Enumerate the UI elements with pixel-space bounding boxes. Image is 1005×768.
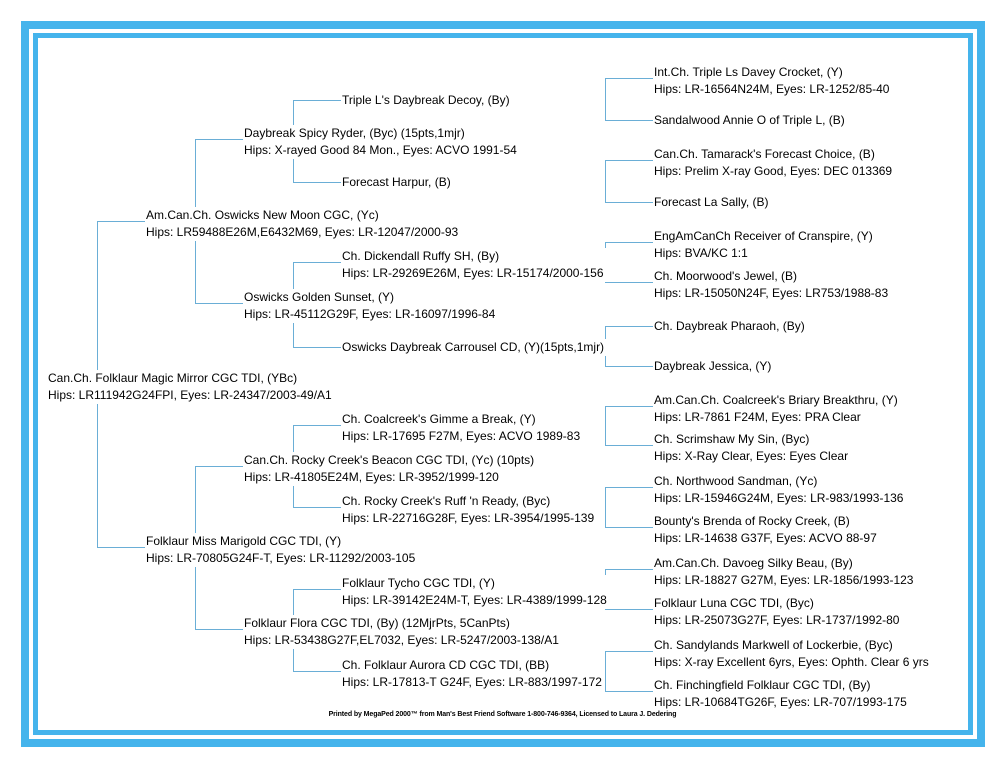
ancestor-entry: Folklaur Luna CGC TDI, (Byc) Hips: LR-250… [654,595,902,629]
dog-name: Folklaur Flora CGC TDI, (By) (12MjrPts, … [244,615,561,632]
dog-health-info: Hips: LR-25073G27F, Eyes: LR-1737/1992-8… [654,612,902,629]
ancestor-entry: Forecast La Sally, (B) [654,194,771,211]
ancestor-entry: Bounty's Brenda of Rocky Creek, (B) Hips:… [654,513,879,547]
subject-dog: Can.Ch. Folklaur Magic Mirror CGC TDI, (… [48,370,334,404]
dog-name: Ch. Scrimshaw My Sin, (Byc) [654,431,851,448]
outer-border [21,21,985,747]
inner-border [33,33,973,735]
ancestor-entry: Forecast Harpur, (B) [342,174,453,191]
ancestor-entry: Am.Can.Ch. Oswicks New Moon CGC, (Yc) Hip… [146,207,461,241]
dog-name: Folklaur Luna CGC TDI, (Byc) [654,595,902,612]
dog-health-info: Hips: LR-16564N24M, Eyes: LR-1252/85-40 [654,81,892,98]
dog-health-info: Hips: LR-22716G28F, Eyes: LR-3954/1995-1… [342,510,597,527]
footer-credit: Printed by MegaPed 2000™ from Man's Best… [328,711,677,718]
dog-health-info: Hips: X-Ray Clear, Eyes: Eyes Clear [654,448,851,465]
dog-name: EngAmCanCh Receiver of Cranspire, (Y) [654,228,875,245]
dog-health-info: Hips: LR-15050N24F, Eyes: LR753/1988-83 [654,285,891,302]
dog-health-info: Hips: LR59488E26M,E6432M69, Eyes: LR-120… [146,224,461,241]
ancestor-entry: Ch. Rocky Creek's Ruff 'n Ready, (Byc) Hi… [342,493,597,527]
dog-name: Ch. Daybreak Pharaoh, (By) [654,318,807,335]
dog-name: Ch. Coalcreek's Gimme a Break, (Y) [342,411,583,428]
dog-health-info: Hips: LR-39142E24M-T, Eyes: LR-4389/1999… [342,592,609,609]
dog-health-info: Hips: X-rayed Good 84 Mon., Eyes: ACVO 1… [244,142,519,159]
ancestor-entry: Triple L's Daybreak Decoy, (By) [342,92,512,109]
dog-name: Am.Can.Ch. Oswicks New Moon CGC, (Yc) [146,207,461,224]
dog-name: Oswicks Golden Sunset, (Y) [244,289,498,306]
dog-name: Int.Ch. Triple Ls Davey Crocket, (Y) [654,64,892,81]
dog-name: Ch. Folklaur Aurora CD CGC TDI, (BB) [342,657,604,674]
dog-health-info: Hips: X-ray Excellent 6yrs, Eyes: Ophth.… [654,654,931,671]
dog-name: Bounty's Brenda of Rocky Creek, (B) [654,513,879,530]
dog-health-info: Hips: Prelim X-ray Good, Eyes: DEC 01336… [654,163,895,180]
ancestor-entry: EngAmCanCh Receiver of Cranspire, (Y) Hip… [654,228,875,262]
ancestor-entry: Ch. Folklaur Aurora CD CGC TDI, (BB) Hips… [342,657,604,691]
dog-health-info: Hips: LR-29269E26M, Eyes: LR-15174/2000-… [342,265,606,282]
dog-health-info: Hips: LR-10684TG26F, Eyes: LR-707/1993-1… [654,694,909,711]
dog-name: Daybreak Jessica, (Y) [654,358,774,375]
ancestor-entry: Can.Ch. Tamarack's Forecast Choice, (B) H… [654,146,895,180]
dog-health-info: Hips: LR-18827 G27M, Eyes: LR-1856/1993-… [654,572,916,589]
ancestor-entry: Ch. Sandylands Markwell of Lockerbie, (B… [654,637,931,671]
dog-health-info: Hips: LR-17813-T G24F, Eyes: LR-883/1997… [342,674,604,691]
dog-health-info: Hips: LR-15946G24M, Eyes: LR-983/1993-13… [654,490,906,507]
ancestor-entry: Int.Ch. Triple Ls Davey Crocket, (Y) Hips… [654,64,892,98]
dog-health-info: Hips: LR-70805G24F-T, Eyes: LR-11292/200… [146,550,418,567]
dog-name: Triple L's Daybreak Decoy, (By) [342,92,512,109]
ancestor-entry: Folklaur Miss Marigold CGC TDI, (Y) Hips:… [146,533,418,567]
ancestor-entry: Ch. Scrimshaw My Sin, (Byc) Hips: X-Ray C… [654,431,851,465]
dog-name: Daybreak Spicy Ryder, (Byc) (15pts,1mjr) [244,125,519,142]
ancestor-entry: Ch. Finchingfield Folklaur CGC TDI, (By)… [654,677,909,711]
dog-name: Ch. Finchingfield Folklaur CGC TDI, (By) [654,677,909,694]
ancestor-entry: Am.Can.Ch. Davoeg Silky Beau, (By) Hips: … [654,555,916,589]
dog-name: Sandalwood Annie O of Triple L, (B) [654,112,847,129]
dog-name: Folklaur Miss Marigold CGC TDI, (Y) [146,533,418,550]
ancestor-entry: Ch. Northwood Sandman, (Yc) Hips: LR-1594… [654,473,906,507]
dog-name: Forecast Harpur, (B) [342,174,453,191]
ancestor-entry: Oswicks Golden Sunset, (Y) Hips: LR-45112… [244,289,498,323]
dog-name: Am.Can.Ch. Davoeg Silky Beau, (By) [654,555,916,572]
ancestor-entry: Ch. Moorwood's Jewel, (B) Hips: LR-15050N… [654,268,891,302]
ancestor-entry: Ch. Daybreak Pharaoh, (By) [654,318,807,335]
ancestor-entry: Folklaur Tycho CGC TDI, (Y) Hips: LR-3914… [342,575,609,609]
dog-health-info: Hips: BVA/KC 1:1 [654,245,875,262]
dog-name: Am.Can.Ch. Coalcreek's Briary Breakthru,… [654,392,900,409]
dog-health-info: Hips: LR-14638 G37F, Eyes: ACVO 88-97 [654,530,879,547]
dog-name: Ch. Moorwood's Jewel, (B) [654,268,891,285]
ancestor-entry: Daybreak Spicy Ryder, (Byc) (15pts,1mjr)… [244,125,519,159]
dog-name: Can.Ch. Tamarack's Forecast Choice, (B) [654,146,895,163]
ancestor-entry: Ch. Dickendall Ruffy SH, (By) Hips: LR-29… [342,248,606,282]
dog-health-info: Hips: LR-17695 F27M, Eyes: ACVO 1989-83 [342,428,583,445]
dog-name: Ch. Rocky Creek's Ruff 'n Ready, (Byc) [342,493,597,510]
ancestor-entry: Can.Ch. Rocky Creek's Beacon CGC TDI, (Y… [244,452,537,486]
dog-health-info: Hips: LR-7861 F24M, Eyes: PRA Clear [654,409,900,426]
dog-name: Oswicks Daybreak Carrousel CD, (Y)(15pts… [342,339,607,356]
dog-health-info: Hips: LR-41805E24M, Eyes: LR-3952/1999-1… [244,469,537,486]
dog-name: Can.Ch. Rocky Creek's Beacon CGC TDI, (Y… [244,452,537,469]
dog-health-info: Hips: LR-45112G29F, Eyes: LR-16097/1996-… [244,306,498,323]
ancestor-entry: Daybreak Jessica, (Y) [654,358,774,375]
ancestor-entry: Am.Can.Ch. Coalcreek's Briary Breakthru,… [654,392,900,426]
ancestor-entry: Sandalwood Annie O of Triple L, (B) [654,112,847,129]
ancestor-entry: Ch. Coalcreek's Gimme a Break, (Y) Hips: … [342,411,583,445]
dog-name: Forecast La Sally, (B) [654,194,771,211]
dog-health-info: Hips: LR111942G24FPI, Eyes: LR-24347/200… [48,387,334,404]
dog-name: Ch. Sandylands Markwell of Lockerbie, (B… [654,637,931,654]
dog-name: Can.Ch. Folklaur Magic Mirror CGC TDI, (… [48,370,334,387]
ancestor-entry: Oswicks Daybreak Carrousel CD, (Y)(15pts… [342,339,607,356]
dog-name: Folklaur Tycho CGC TDI, (Y) [342,575,609,592]
dog-name: Ch. Northwood Sandman, (Yc) [654,473,906,490]
dog-health-info: Hips: LR-53438G27F,EL7032, Eyes: LR-5247… [244,632,561,649]
dog-name: Ch. Dickendall Ruffy SH, (By) [342,248,606,265]
ancestor-entry: Folklaur Flora CGC TDI, (By) (12MjrPts, … [244,615,561,649]
